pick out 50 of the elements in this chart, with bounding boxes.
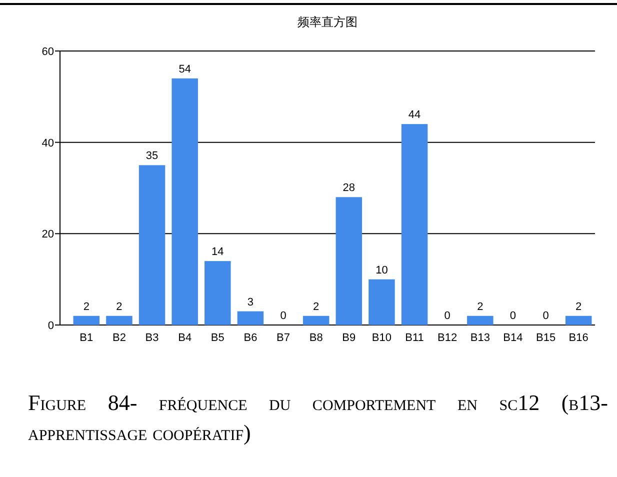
bar: [204, 261, 231, 325]
x-tick-label: B16: [568, 332, 588, 344]
x-tick-label: B10: [372, 332, 392, 344]
bar: [565, 316, 592, 325]
x-tick-label: B9: [342, 332, 356, 344]
bar: [302, 316, 330, 325]
x-tick-label: B1: [80, 332, 94, 344]
data-label: 0: [510, 310, 516, 322]
caption: Figure 84- fréquence du comportement en sc12 (b13- apprentissage coopératif): [28, 389, 608, 447]
x-tick-label: B12: [438, 332, 458, 344]
data-label: 44: [408, 109, 421, 122]
x-tick-label: B5: [210, 332, 224, 344]
data-label: 35: [146, 150, 158, 162]
x-tick-label: B14: [503, 332, 523, 344]
bar: [368, 279, 395, 325]
bar: [138, 165, 166, 325]
data-label: 28: [342, 182, 356, 194]
y-tick-label: 60: [42, 46, 54, 58]
bar: [467, 316, 494, 325]
data-label: 2: [477, 300, 484, 313]
x-tick-label: B11: [405, 332, 424, 344]
data-label: 3: [247, 296, 254, 308]
data-label: 2: [83, 300, 90, 313]
x-tick-label: B2: [112, 332, 126, 344]
y-tick-label: 20: [42, 228, 54, 241]
x-tick-label: B8: [309, 332, 323, 344]
bar: [172, 78, 198, 325]
chart-title: 频率直方图: [298, 15, 358, 29]
x-tick-label: B3: [145, 332, 159, 344]
data-label: 0: [280, 310, 286, 322]
x-tick-label: B7: [276, 332, 290, 344]
x-tick-label: B4: [178, 332, 192, 344]
x-tick-label: B15: [536, 332, 556, 344]
bar: [237, 311, 264, 325]
data-label: 2: [576, 300, 582, 313]
data-label: 14: [212, 246, 224, 258]
data-label: 54: [178, 63, 191, 76]
bar: [73, 316, 100, 325]
x-tick-label: B13: [470, 332, 490, 344]
bar: [336, 197, 362, 325]
y-tick-label: 0: [48, 320, 54, 332]
data-label: 10: [376, 264, 388, 276]
data-label: 2: [313, 300, 320, 313]
data-label: 0: [444, 310, 450, 322]
x-tick-label: B6: [244, 332, 258, 344]
data-label: 0: [542, 310, 549, 322]
bar: [106, 316, 132, 325]
bar: [401, 124, 428, 325]
data-label: 2: [116, 300, 122, 313]
y-tick-label: 40: [42, 137, 54, 150]
